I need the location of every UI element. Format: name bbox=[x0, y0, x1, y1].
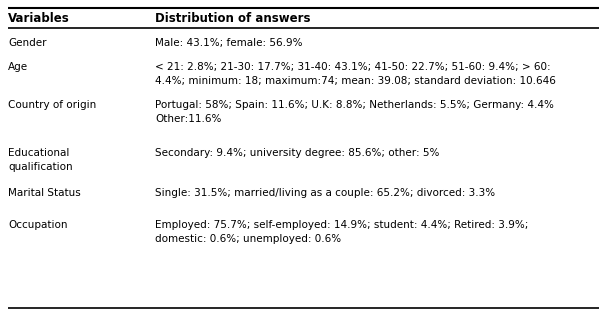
Text: Marital Status: Marital Status bbox=[8, 188, 81, 198]
Text: Distribution of answers: Distribution of answers bbox=[155, 13, 311, 25]
Text: Variables: Variables bbox=[8, 13, 70, 25]
Text: Age: Age bbox=[8, 62, 28, 72]
Text: < 21: 2.8%; 21-30: 17.7%; 31-40: 43.1%; 41-50: 22.7%; 51-60: 9.4%; > 60:
4.4%; m: < 21: 2.8%; 21-30: 17.7%; 31-40: 43.1%; … bbox=[155, 62, 556, 86]
Text: Occupation: Occupation bbox=[8, 220, 67, 230]
Text: Educational
qualification: Educational qualification bbox=[8, 148, 73, 172]
Text: Male: 43.1%; female: 56.9%: Male: 43.1%; female: 56.9% bbox=[155, 38, 302, 48]
Text: Portugal: 58%; Spain: 11.6%; U.K: 8.8%; Netherlands: 5.5%; Germany: 4.4%
Other:1: Portugal: 58%; Spain: 11.6%; U.K: 8.8%; … bbox=[155, 100, 554, 124]
Text: Country of origin: Country of origin bbox=[8, 100, 97, 110]
Text: Single: 31.5%; married/living as a couple: 65.2%; divorced: 3.3%: Single: 31.5%; married/living as a coupl… bbox=[155, 188, 495, 198]
Text: Employed: 75.7%; self-employed: 14.9%; student: 4.4%; Retired: 3.9%;
domestic: 0: Employed: 75.7%; self-employed: 14.9%; s… bbox=[155, 220, 528, 244]
Text: Secondary: 9.4%; university degree: 85.6%; other: 5%: Secondary: 9.4%; university degree: 85.6… bbox=[155, 148, 439, 158]
Text: Gender: Gender bbox=[8, 38, 47, 48]
